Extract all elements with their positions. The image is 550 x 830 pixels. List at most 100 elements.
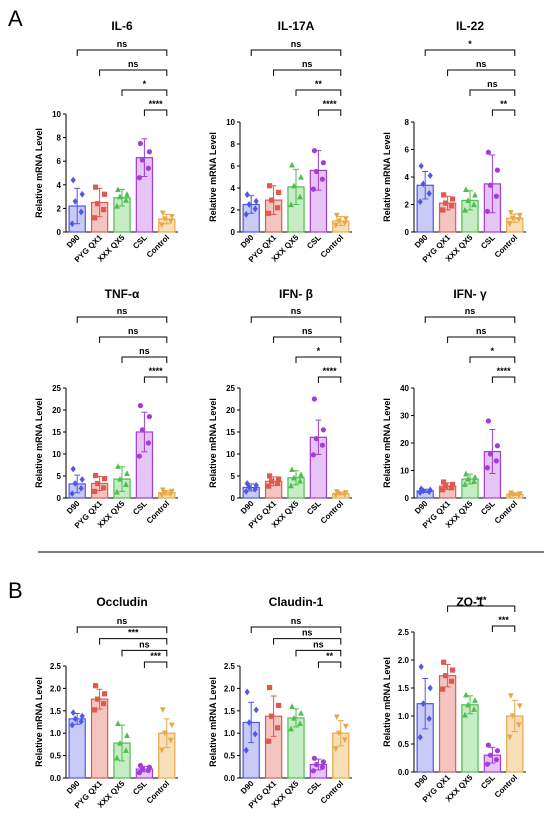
significance-bracket	[447, 336, 516, 343]
data-point	[124, 732, 130, 739]
data-point	[465, 197, 471, 203]
significance-bracket	[295, 89, 342, 96]
x-tick-label: CSL	[479, 233, 497, 251]
data-point	[101, 206, 107, 213]
data-point	[443, 483, 449, 489]
data-point	[310, 768, 316, 774]
significance-bracket	[424, 316, 516, 323]
y-tick-label: 6	[231, 162, 236, 171]
significance-bracket	[99, 638, 168, 645]
y-tick-label: 10	[400, 467, 409, 476]
data-point	[168, 722, 175, 729]
x-tick-label: Control	[145, 499, 171, 525]
data-point	[485, 149, 491, 155]
data-point	[244, 480, 250, 487]
data-point	[136, 453, 142, 459]
data-point	[267, 473, 273, 479]
x-tick-label: D90	[413, 773, 430, 790]
data-point	[78, 484, 84, 492]
data-point	[275, 480, 281, 487]
data-point	[145, 440, 151, 446]
y-tick-label: 10	[226, 450, 235, 459]
data-point	[515, 722, 522, 729]
data-point	[420, 700, 426, 708]
data-point	[333, 212, 340, 219]
data-point	[168, 488, 175, 495]
significance-bracket	[143, 661, 168, 668]
data-point	[471, 706, 477, 712]
data-point	[342, 723, 349, 730]
data-point	[92, 707, 98, 713]
data-point	[298, 471, 304, 478]
data-point	[319, 176, 325, 182]
data-point	[269, 197, 275, 203]
x-tick-label: D90	[413, 499, 430, 516]
data-point	[78, 718, 84, 725]
data-point	[516, 703, 523, 710]
significance-label: ns	[476, 59, 487, 69]
data-point	[471, 478, 477, 484]
data-point	[114, 202, 120, 209]
significance-label: **	[315, 79, 323, 89]
significance-bracket	[99, 69, 168, 76]
y-tick-label: 1.0	[50, 729, 62, 738]
data-point	[117, 193, 123, 200]
data-point	[418, 663, 424, 671]
y-tick-label: 20	[226, 406, 235, 415]
data-point	[146, 149, 152, 155]
significance-bracket	[121, 649, 168, 657]
x-tick-label: Control	[493, 233, 519, 259]
significance-bracket	[143, 376, 168, 383]
data-point	[159, 210, 166, 217]
significance-label: ***	[128, 628, 139, 638]
y-tick-label: 2.0	[398, 656, 410, 665]
significance-bracket	[317, 109, 342, 116]
data-point	[310, 186, 316, 192]
data-point	[159, 707, 166, 714]
data-point	[124, 191, 130, 197]
y-axis-label: Relative mRNA Level	[208, 132, 218, 222]
data-point	[291, 474, 297, 481]
data-point	[472, 473, 478, 480]
data-point	[244, 191, 250, 198]
data-point	[427, 486, 433, 494]
chart-title: IL-17A	[278, 19, 315, 33]
data-point	[93, 472, 99, 479]
significance-label: ns	[302, 59, 313, 69]
data-point	[313, 436, 319, 442]
y-tick-label: 1.5	[398, 684, 410, 693]
x-tick-label: CSL	[305, 499, 323, 517]
y-axis-label: Relative mRNA Level	[382, 398, 392, 488]
data-point	[79, 712, 85, 720]
significance-bracket	[250, 316, 342, 323]
data-point	[253, 481, 259, 489]
data-point	[450, 196, 456, 202]
y-tick-label: 2.5	[224, 662, 236, 671]
data-point	[443, 673, 449, 679]
data-point	[70, 176, 76, 184]
data-point	[507, 693, 514, 699]
y-axis-label: Relative mRNA Level	[34, 677, 44, 767]
data-point	[115, 186, 121, 193]
y-tick-label: 5	[231, 472, 236, 481]
data-point	[136, 770, 142, 776]
data-point	[506, 221, 513, 227]
data-point	[102, 691, 108, 697]
data-point	[420, 180, 426, 188]
y-tick-label: 5	[57, 472, 62, 481]
data-point	[298, 173, 304, 180]
data-point	[420, 487, 426, 495]
data-point	[137, 762, 143, 769]
significance-label: **	[500, 99, 508, 109]
significance-bracket	[250, 49, 342, 56]
significance-bracket	[491, 109, 516, 116]
data-point	[269, 713, 275, 719]
data-point	[440, 487, 446, 493]
data-point	[319, 442, 325, 448]
data-point	[493, 757, 499, 763]
significance-bracket	[121, 356, 168, 363]
data-point	[462, 711, 468, 718]
x-tick-label: D90	[65, 233, 82, 250]
